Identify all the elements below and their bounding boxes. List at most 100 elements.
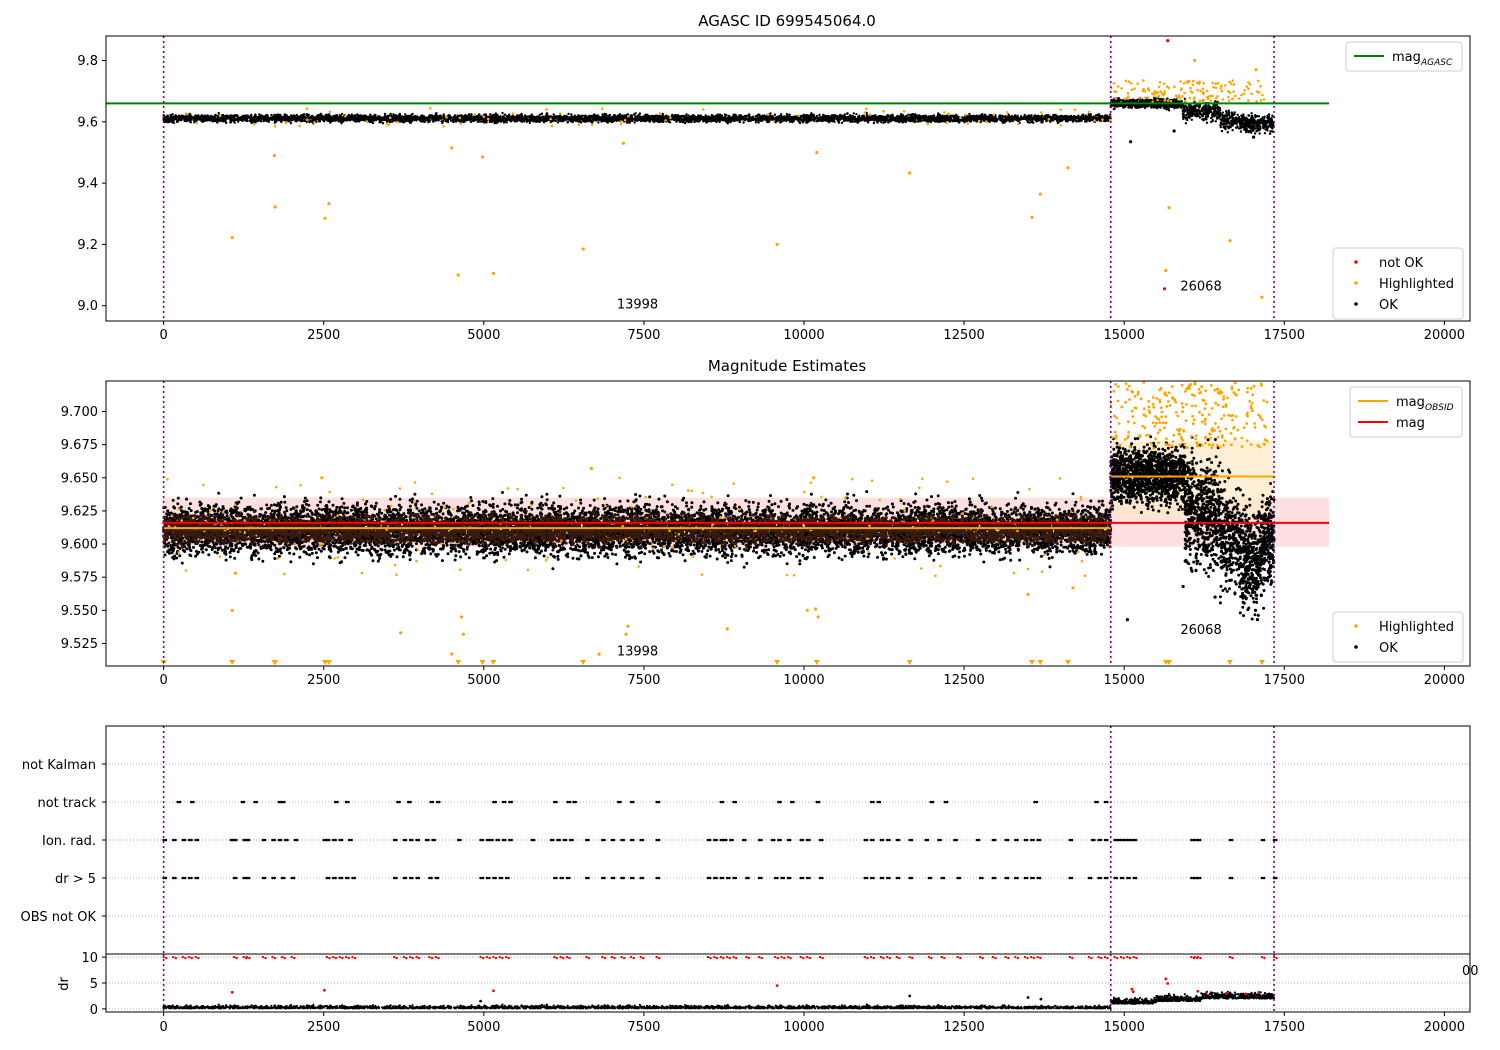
top-ok-point — [593, 119, 595, 121]
top-ok-point — [669, 121, 671, 123]
top-ok-point — [1081, 115, 1083, 117]
top-ok-point — [399, 118, 401, 120]
top-ok-point — [393, 118, 395, 120]
top-ok-point — [536, 120, 538, 122]
top-ok-point — [372, 122, 374, 124]
top-ok-point — [958, 120, 960, 122]
top-ok-point — [1095, 114, 1097, 116]
top-ok-point — [168, 119, 170, 121]
top-ok-point — [574, 115, 576, 117]
top-ok-point — [259, 119, 261, 121]
top-ok-point — [489, 121, 491, 123]
top-ok-point — [826, 118, 828, 120]
top-ok-point — [964, 120, 966, 122]
top-ok-point — [1040, 120, 1042, 122]
top-ok-point — [732, 117, 734, 119]
top-ok-point — [726, 121, 728, 123]
top-ok-point — [521, 120, 523, 122]
top-ok-point — [1075, 120, 1077, 122]
top-ok-point — [755, 121, 757, 123]
top-ok-point — [274, 122, 276, 124]
top-ok-point — [639, 112, 641, 114]
top-ok-point — [940, 117, 942, 119]
top-ok-point — [237, 121, 239, 123]
top-ok-point — [886, 114, 888, 116]
top-ok-point — [949, 117, 951, 119]
top-ok-point — [758, 117, 760, 119]
top-ok-point — [886, 116, 888, 118]
top-ok-point — [397, 118, 399, 120]
top-ok-point — [725, 114, 727, 116]
top-ok-point — [512, 117, 514, 119]
top-ok-point — [1013, 117, 1015, 119]
top-ok-point — [290, 122, 292, 124]
top-ok-point — [508, 116, 510, 118]
top-ok-point — [1064, 117, 1066, 119]
top-ok-point — [825, 116, 827, 118]
top-ok-point — [929, 115, 931, 117]
top-ok-point — [819, 116, 821, 118]
top-ok-point — [849, 120, 851, 122]
top-ok-point — [1068, 118, 1070, 120]
top-ok-point — [1077, 115, 1079, 117]
top-ok-point — [204, 117, 206, 119]
top-ok-point — [171, 113, 173, 115]
top-ok-point — [1035, 120, 1037, 122]
top-ok-point — [393, 115, 395, 117]
top-ok-point — [576, 120, 578, 122]
top-ok-point — [370, 119, 372, 121]
top-ok-point — [813, 115, 815, 117]
top-ok-point — [411, 113, 413, 115]
top-ok-point — [648, 118, 650, 120]
top-ok-point — [780, 121, 782, 123]
top-ok-point — [742, 116, 744, 118]
top-ok-point — [435, 112, 437, 114]
top-ok-point — [308, 121, 310, 123]
top-ok-point — [910, 115, 912, 117]
top-ok-point — [483, 118, 485, 120]
top-ok-point — [767, 119, 769, 121]
middle-panel-title: Magnitude Estimates — [708, 357, 866, 375]
top-ok-point — [317, 116, 319, 118]
top-ok-point — [713, 119, 715, 121]
top-ok-point — [986, 116, 988, 118]
top-ok-point — [742, 121, 744, 123]
top-ok-point — [190, 118, 192, 120]
top-ok-point — [609, 114, 611, 116]
top-ok-point — [913, 113, 915, 115]
top-ok-point — [774, 114, 776, 116]
top-ok-point — [918, 118, 920, 120]
top-ok-point — [858, 115, 860, 117]
top-ok-point — [382, 122, 384, 124]
top-ok-point — [975, 115, 977, 117]
top-ok-point — [295, 120, 297, 122]
top-ok-point — [748, 114, 750, 116]
top-ok-point — [300, 120, 302, 122]
top-ok-point — [409, 115, 411, 117]
top-ok-point — [495, 116, 497, 118]
top-ok-point — [999, 116, 1001, 118]
top-ok-point — [426, 117, 428, 119]
top-ok-point — [722, 119, 724, 121]
top-ok-point — [602, 120, 604, 122]
top-ok-point — [377, 115, 379, 117]
top-ok-point — [784, 119, 786, 121]
top-ok-point — [597, 121, 599, 123]
top-ok-point — [693, 121, 695, 123]
top-ok-point — [449, 118, 451, 120]
top-ok-point — [506, 119, 508, 121]
top-ok-point — [421, 116, 423, 118]
top-ok-point — [1020, 115, 1022, 117]
top-ok-point — [866, 119, 868, 121]
top-ok-point — [634, 121, 636, 123]
top-ok-point — [605, 115, 607, 117]
top-ok-point — [920, 117, 922, 119]
top-ok-point — [595, 119, 597, 121]
top-ok-point — [493, 115, 495, 117]
top-ok-point — [470, 121, 472, 123]
top-ok-point — [748, 117, 750, 119]
top-ok-point — [788, 114, 790, 116]
top-ok-point — [225, 115, 227, 117]
top-ok-point — [398, 114, 400, 116]
